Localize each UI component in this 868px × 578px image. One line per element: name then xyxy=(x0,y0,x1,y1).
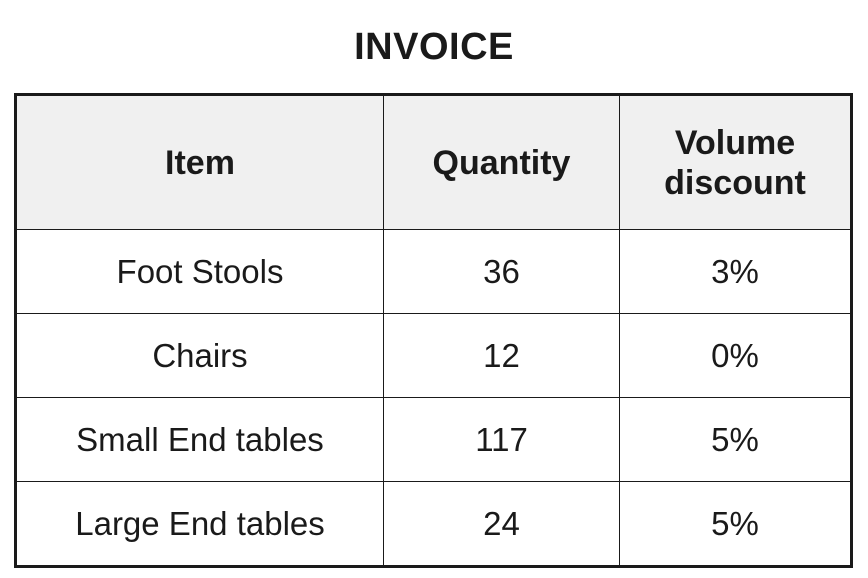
invoice-title: INVOICE xyxy=(354,26,514,68)
cell-quantity: 24 xyxy=(383,481,620,567)
header-row: Item Quantity Volume discount xyxy=(15,94,852,230)
cell-quantity: 117 xyxy=(383,397,620,482)
header-volume-discount-line2: discount xyxy=(664,163,806,202)
cell-discount: 3% xyxy=(619,229,852,314)
header-item: Item xyxy=(15,94,384,230)
header-volume-discount-line1: Volume xyxy=(674,123,796,162)
table-row: Small End tables 117 5% xyxy=(15,397,852,482)
cell-discount: 5% xyxy=(619,397,852,482)
table-row: Chairs 12 0% xyxy=(15,313,852,398)
cell-item: Chairs xyxy=(15,313,384,398)
cell-quantity: 12 xyxy=(383,313,620,398)
cell-quantity: 36 xyxy=(383,229,620,314)
cell-item: Foot Stools xyxy=(15,229,384,314)
invoice-table: Item Quantity Volume discount Foot Stool… xyxy=(14,93,853,568)
header-quantity: Quantity xyxy=(383,94,620,230)
cell-discount: 0% xyxy=(619,313,852,398)
cell-discount: 5% xyxy=(619,481,852,567)
cell-item: Small End tables xyxy=(15,397,384,482)
header-volume-discount: Volume discount xyxy=(619,94,852,230)
table-row: Large End tables 24 5% xyxy=(15,481,852,567)
table-row: Foot Stools 36 3% xyxy=(15,229,852,314)
cell-item: Large End tables xyxy=(15,481,384,567)
